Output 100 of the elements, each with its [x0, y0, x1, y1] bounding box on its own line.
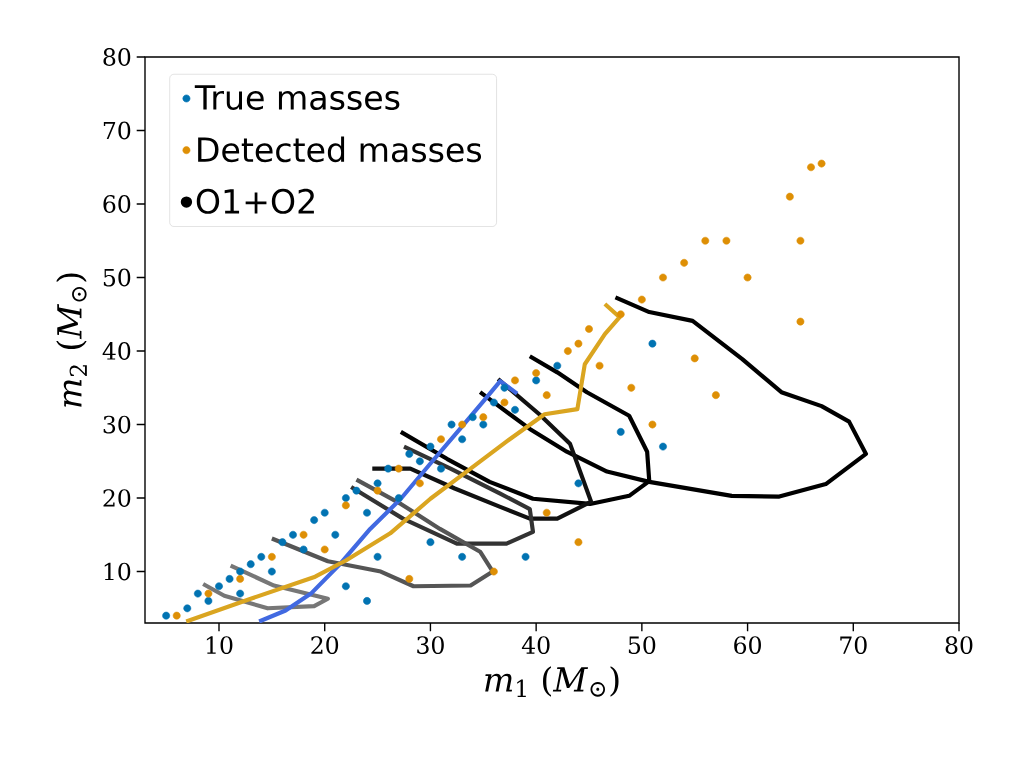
point — [204, 589, 213, 598]
y-axis-title: m$_{2}$ (M$_{⊙}$) — [56, 273, 87, 407]
point — [278, 538, 287, 547]
point — [437, 464, 445, 473]
point — [352, 486, 361, 495]
point — [585, 325, 593, 333]
y-tick-label: 40 — [102, 342, 131, 360]
point — [331, 530, 340, 539]
point — [257, 552, 266, 561]
point — [341, 501, 350, 510]
point — [648, 420, 657, 429]
point — [458, 552, 467, 561]
y-tick-label: 20 — [103, 489, 131, 507]
point — [722, 236, 731, 245]
x-tick-label: 20 — [311, 636, 339, 654]
point — [384, 464, 393, 473]
y-tick-label: 80 — [103, 48, 131, 66]
legend-label: O1+O2 — [196, 188, 314, 214]
point — [468, 413, 477, 422]
point — [215, 582, 223, 591]
point — [616, 428, 625, 436]
point — [415, 457, 424, 466]
point — [373, 486, 382, 495]
point — [236, 575, 245, 583]
point — [479, 420, 488, 429]
point — [574, 538, 583, 547]
x-tick-label: 30 — [417, 636, 444, 654]
point — [553, 361, 562, 370]
point — [511, 405, 519, 414]
y-tick-label: 30 — [103, 415, 131, 434]
point — [341, 494, 350, 502]
point — [489, 398, 498, 407]
point — [437, 435, 445, 444]
line-series — [257, 379, 520, 623]
point — [574, 339, 583, 348]
point — [394, 464, 403, 473]
point — [289, 530, 297, 539]
point — [616, 310, 625, 319]
point — [246, 560, 255, 569]
point — [659, 273, 667, 282]
point — [680, 258, 689, 267]
point — [595, 361, 604, 370]
point — [299, 530, 308, 539]
x-tick-label: 60 — [734, 636, 761, 654]
point — [426, 538, 435, 547]
point — [310, 516, 319, 524]
point — [690, 354, 699, 363]
point — [458, 420, 467, 429]
point — [426, 442, 435, 451]
legend-label: Detected masses — [198, 136, 482, 163]
point — [267, 552, 276, 561]
point — [373, 552, 382, 561]
point — [542, 391, 551, 400]
point — [637, 295, 646, 304]
point — [373, 479, 382, 488]
point — [648, 339, 657, 348]
point — [807, 163, 815, 172]
x-tick-label: 80 — [945, 636, 973, 654]
x-tick-label: 10 — [206, 636, 233, 654]
point — [785, 192, 794, 201]
point — [796, 317, 805, 326]
point — [627, 383, 636, 392]
point — [363, 508, 371, 517]
point — [183, 604, 192, 613]
point — [500, 398, 509, 407]
point — [574, 479, 583, 488]
point — [489, 567, 498, 576]
point — [796, 236, 805, 245]
point — [511, 376, 519, 385]
point — [405, 575, 414, 583]
point — [711, 391, 720, 400]
point — [415, 479, 424, 488]
point — [479, 413, 488, 422]
point — [458, 435, 467, 444]
point — [521, 552, 530, 561]
line-series — [349, 444, 536, 546]
point — [341, 582, 350, 591]
point — [363, 597, 371, 605]
point — [500, 383, 509, 392]
y-tick-label: 50 — [103, 268, 131, 287]
y-tick-label: 60 — [103, 195, 131, 213]
point — [267, 567, 276, 576]
point — [743, 273, 752, 282]
point — [659, 442, 667, 451]
x-axis-title: m$_{1}$ (M$_{⊙}$) — [485, 666, 619, 697]
point — [817, 159, 826, 168]
point — [162, 611, 171, 620]
point — [542, 508, 551, 517]
point — [320, 545, 329, 554]
y-tick-label: 70 — [103, 121, 131, 140]
point — [563, 347, 572, 355]
point — [447, 420, 456, 429]
x-tick-label: 40 — [521, 636, 550, 654]
point — [532, 369, 541, 377]
point — [236, 567, 245, 576]
point — [394, 494, 403, 502]
point — [225, 575, 234, 583]
point — [701, 236, 710, 245]
point — [236, 589, 245, 598]
point — [532, 376, 541, 385]
